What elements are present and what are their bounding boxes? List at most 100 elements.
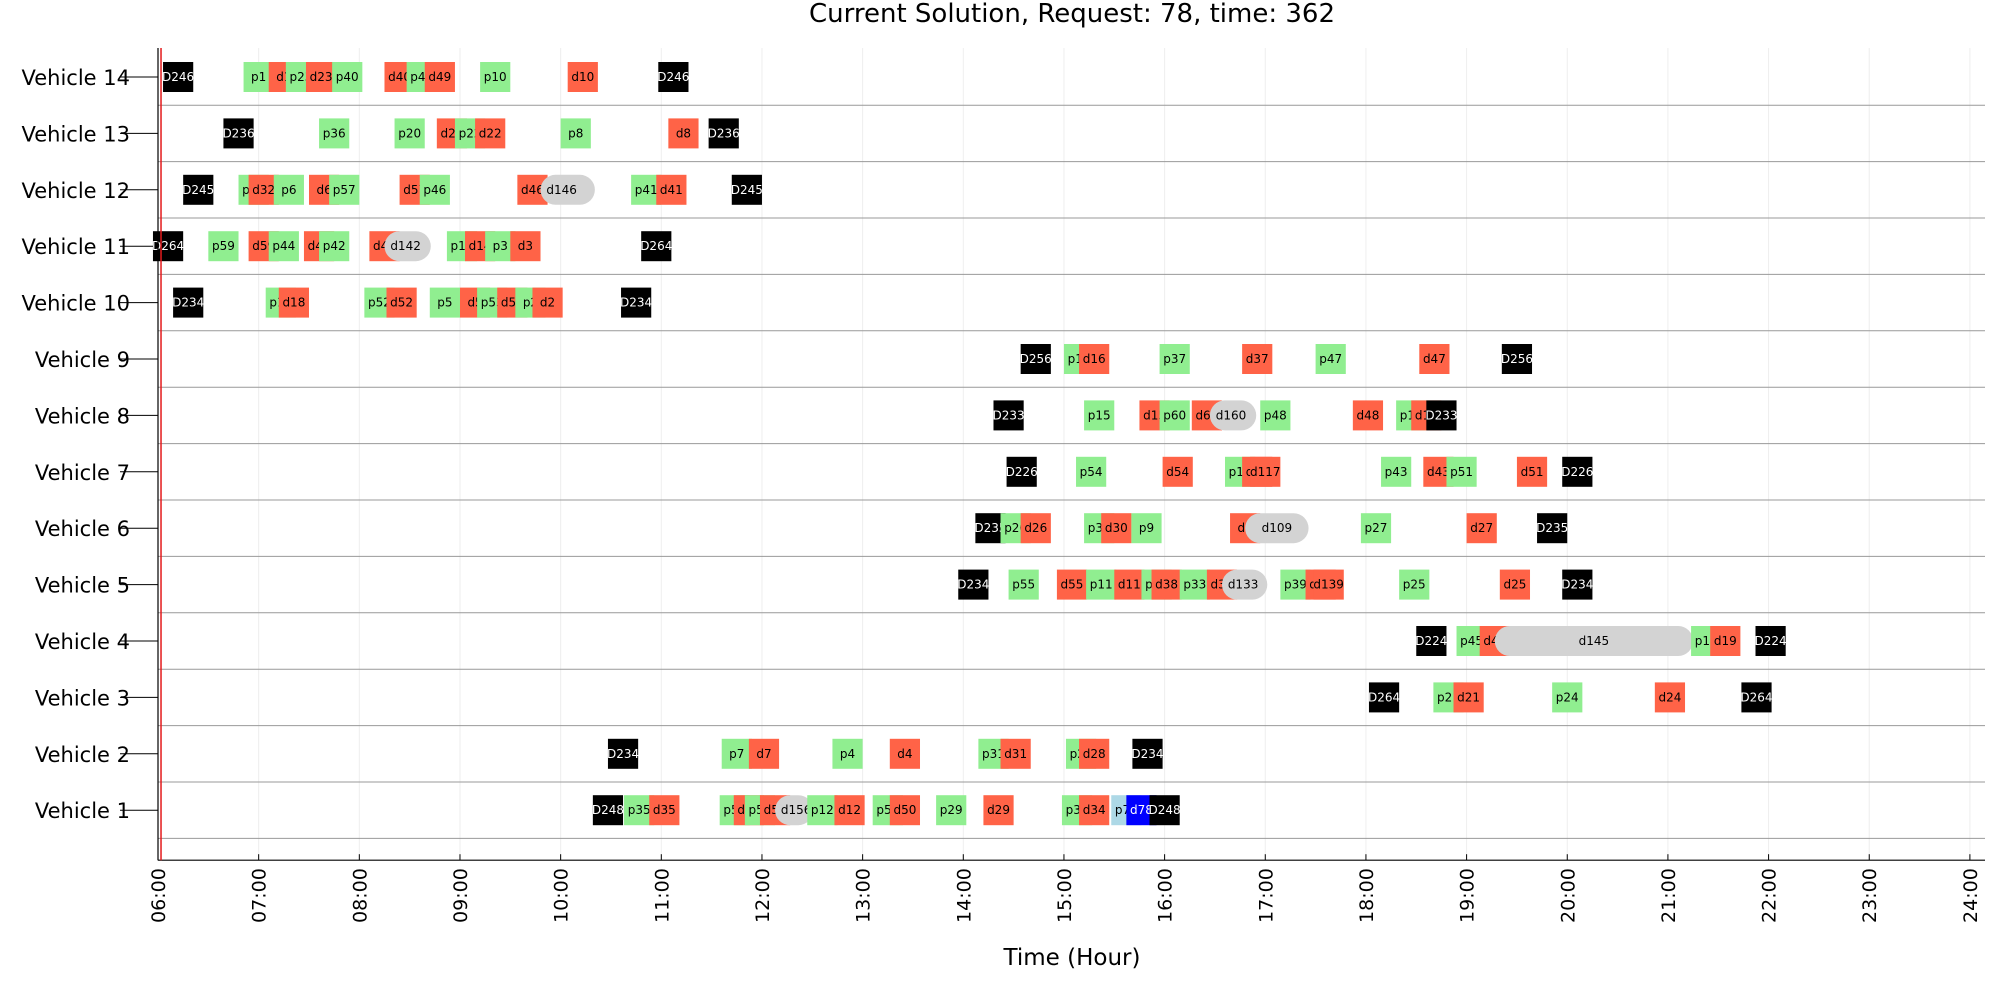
event-dropoff: d7 (748, 738, 780, 769)
event-box (208, 231, 239, 262)
grid-layer (157, 48, 1971, 861)
event-label: p9 (1139, 521, 1154, 535)
event-label: p12 (811, 803, 834, 817)
pending-bar (1221, 569, 1268, 600)
event-label: D256 (1020, 352, 1052, 366)
event-box (1260, 400, 1291, 431)
event-pickup: p3 (485, 231, 516, 262)
event-label: D236 (222, 126, 254, 140)
event-dropoff: d24 (1654, 682, 1686, 713)
event-label: d156 (781, 803, 812, 817)
event-dropoff: d16 (1079, 344, 1110, 374)
event-dropoff: d47 (1419, 344, 1450, 374)
event-label: D264 (640, 239, 672, 253)
event-dropoff: d31 (1000, 738, 1031, 769)
event-box (1079, 344, 1110, 374)
event-box (305, 62, 337, 92)
event-pickup: p5 (429, 287, 460, 318)
event-label: d48 (1357, 408, 1380, 422)
event-box (1360, 513, 1392, 544)
event-pickup: p29 (936, 795, 967, 826)
event-label: p42 (323, 239, 346, 253)
event-label: d51 (1521, 465, 1544, 479)
event-label: p25 (1403, 578, 1426, 592)
event-pickup: p36 (319, 118, 350, 149)
event-dropoff: d29 (983, 795, 1014, 826)
event-label: p45 (1460, 634, 1483, 648)
event-pickup: p10 (480, 62, 511, 92)
x-axis: 06:00 07:00 08:00 09:00 10:00 11:00 12:00 13:00… (148, 48, 1985, 923)
event-box (607, 738, 639, 769)
vehicle-label: Vehicle 11 (22, 235, 131, 259)
event-dropoff: d46 (517, 174, 548, 205)
event-dropoff: d25 (1499, 569, 1531, 600)
event-label: d7 (756, 747, 771, 761)
event-box (319, 231, 350, 262)
event-box (1419, 344, 1450, 374)
vehicle-label: Vehicle 10 (22, 292, 131, 316)
event-label: D226 (1561, 465, 1593, 479)
event-box (560, 118, 591, 149)
event-dropoff: d38 (1151, 569, 1182, 600)
event-box (1250, 456, 1281, 487)
event-label: p52 (368, 296, 391, 310)
vehicle-label: Vehicle 6 (35, 517, 130, 541)
event-dropoff: d27 (1466, 513, 1497, 544)
event-pending: d133 (1221, 569, 1268, 600)
event-box (1006, 456, 1037, 487)
event-label: d31 (1004, 747, 1027, 761)
event-label: p10 (484, 70, 507, 84)
event-depot: D246 (657, 62, 689, 92)
event-pending: d160 (1209, 400, 1257, 431)
event-pickup: p25 (1399, 569, 1430, 600)
event-pickup: p9 (1131, 513, 1162, 544)
pending-bar (540, 174, 595, 205)
event-label: D234 (172, 296, 204, 310)
event-box (163, 62, 194, 92)
event-label: p46 (423, 183, 446, 197)
event-pickup: p40 (332, 62, 363, 92)
x-tick-label: 13:00 (853, 868, 875, 923)
event-pickup: p51 (1446, 456, 1477, 487)
event-box (748, 738, 780, 769)
event-dropoff: d2 (532, 287, 563, 318)
event-pending: d145 (1494, 626, 1694, 656)
event-box (1086, 569, 1117, 600)
event-label: D246 (657, 70, 689, 84)
x-tick-label: 16:00 (1155, 868, 1177, 923)
event-dropoff: d19 (1710, 626, 1741, 656)
event-box (419, 174, 450, 205)
event-box (649, 795, 680, 826)
event-label: d43 (1427, 465, 1450, 479)
event-box (1755, 626, 1786, 656)
event-dropoff: d35 (649, 795, 680, 826)
event-box (1446, 456, 1477, 487)
event-label: D233 (993, 408, 1025, 422)
event-label: d38 (1155, 578, 1178, 592)
event-box (1076, 456, 1107, 487)
event-box (1453, 682, 1484, 713)
event-depot: D234 (607, 738, 639, 769)
event-label: d3 (518, 239, 533, 253)
event-label: p37 (1163, 352, 1186, 366)
event-depot: D256 (1501, 344, 1533, 374)
event-label: p4 (840, 747, 855, 761)
x-tick-label: 07:00 (249, 868, 271, 923)
event-box (1381, 456, 1412, 487)
x-tick-label: 20:00 (1557, 868, 1579, 923)
event-label: D235 (974, 521, 1006, 535)
event-box (329, 174, 360, 205)
event-box (1132, 738, 1163, 769)
event-pickup: p48 (1260, 400, 1291, 431)
event-box (173, 287, 204, 318)
event-pickup: p20 (394, 118, 425, 149)
event-box (721, 738, 752, 769)
event-depot: D234 (172, 287, 204, 318)
event-pickup: p44 (268, 231, 299, 262)
vehicle-label: Vehicle 1 (35, 799, 130, 823)
event-label: p40 (336, 70, 359, 84)
event-box (1179, 569, 1210, 600)
x-tick-label: 23:00 (1859, 868, 1881, 923)
event-label: d54 (1166, 465, 1189, 479)
